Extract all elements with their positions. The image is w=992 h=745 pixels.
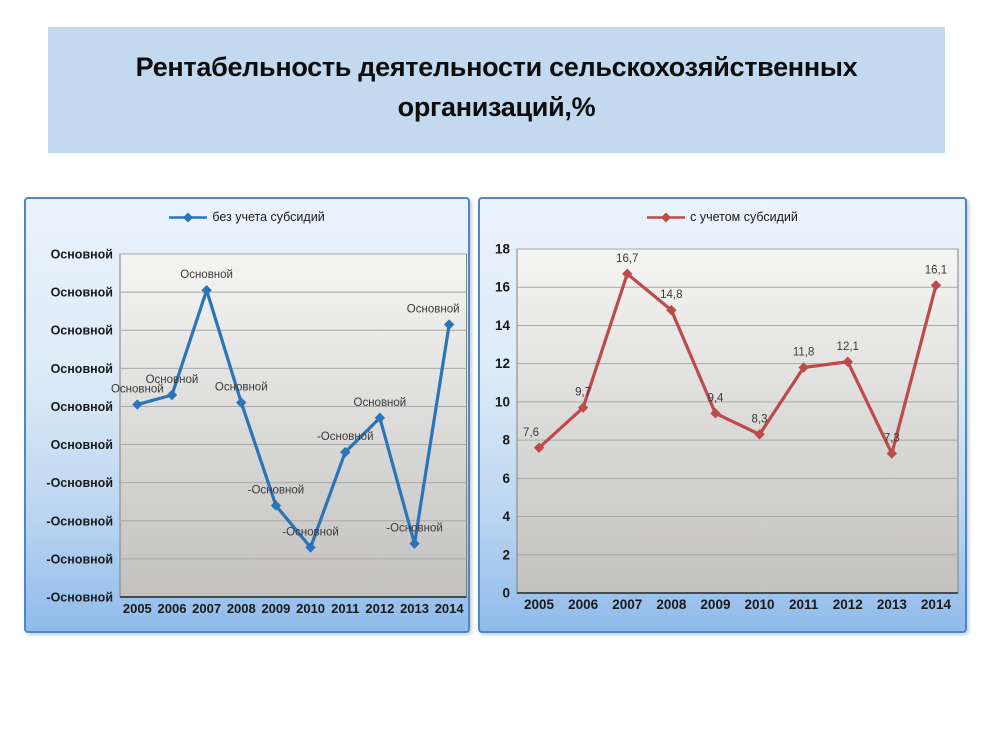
legend: без учета субсидий — [26, 210, 468, 224]
x-axis-label: 2010 — [296, 601, 325, 616]
y-axis-label: Основной — [51, 400, 113, 414]
legend-label: без учета субсидий — [212, 210, 325, 224]
chart-panel-with-subsidies[interactable]: с учетом субсидий 18 16 14 12 10 8 6 4 2 0 2005 200… — [478, 197, 967, 633]
y-axis-label: Основной — [51, 248, 113, 262]
data-label: Основной — [146, 374, 199, 386]
data-label: -Основной — [282, 526, 339, 538]
data-label: -Основной — [317, 431, 374, 443]
x-axis-label: 2008 — [656, 597, 687, 612]
x-axis-label: 2005 — [524, 597, 555, 612]
data-label: Основной — [215, 382, 268, 394]
legend-line-diamond-icon — [169, 212, 208, 223]
line-chart-without-subsidies: ОсновнойОсновнойОсновнойОсновнойОсновной… — [46, 248, 467, 616]
data-point-marker — [270, 500, 282, 511]
y-axis-label: 8 — [502, 433, 510, 448]
data-label: 14,8 — [660, 289, 682, 301]
plot-area — [119, 253, 467, 598]
y-axis-label: 4 — [502, 509, 510, 524]
y-axis-label: -Основной — [46, 552, 113, 566]
x-axis-label: 2013 — [400, 601, 429, 616]
x-axis-label: 2007 — [612, 597, 642, 612]
data-point-marker — [798, 362, 809, 373]
data-point-marker — [622, 268, 633, 280]
data-label: Основной — [111, 384, 164, 396]
x-axis-label: 2012 — [833, 597, 863, 612]
x-axis-label: 2010 — [745, 597, 775, 612]
y-axis-label: 18 — [495, 242, 511, 257]
legend: с учетом субсидий — [480, 210, 965, 224]
x-axis-label: 2008 — [227, 601, 256, 616]
data-label: 16,1 — [925, 264, 947, 276]
data-label: Основной — [407, 304, 460, 316]
data-label: 9,7 — [575, 387, 591, 399]
data-label: 12,1 — [837, 341, 859, 353]
data-label: Основной — [180, 269, 233, 281]
x-axis-label: 2006 — [568, 597, 599, 612]
data-point-marker — [340, 446, 351, 458]
y-axis-label: -Основной — [46, 476, 113, 490]
data-point-marker — [886, 448, 898, 459]
data-label: 16,7 — [616, 253, 638, 265]
data-point-marker — [201, 285, 212, 296]
x-axis-label: 2014 — [921, 597, 952, 612]
data-point-marker — [533, 442, 545, 453]
data-label: 9,4 — [707, 392, 724, 404]
y-axis-label: 0 — [502, 586, 510, 601]
data-point-marker — [305, 542, 316, 553]
data-label: Основной — [354, 397, 407, 409]
data-label: -Основной — [248, 485, 305, 497]
series-line — [537, 272, 938, 456]
x-axis-label: 2013 — [877, 597, 908, 612]
slide-title-box[interactable]: Рентабельность деятельности сельскохозяй… — [48, 27, 945, 153]
y-axis-label: -Основной — [46, 591, 113, 605]
y-axis-label: 14 — [495, 318, 511, 333]
y-axis-label: Основной — [51, 286, 113, 300]
x-axis-label: 2005 — [123, 601, 152, 616]
legend-line-diamond-icon — [647, 212, 686, 223]
slide-title: Рентабельность деятельности сельскохозяй… — [135, 52, 858, 122]
data-label: 7,3 — [884, 432, 900, 444]
data-label: 8,3 — [752, 413, 768, 425]
line-chart-with-subsidies: 18 16 14 12 10 8 6 4 2 0 2005 2006 2007 2008 2009 2010 2… — [495, 242, 959, 612]
data-label: -Основной — [386, 523, 443, 535]
y-axis-label: 16 — [495, 280, 511, 295]
y-axis-label: 10 — [495, 394, 510, 409]
y-axis-label: Основной — [51, 362, 113, 376]
x-axis-label: 2007 — [192, 601, 221, 616]
data-point-marker — [443, 319, 455, 330]
data-label: 7,6 — [523, 427, 539, 439]
data-point-marker — [132, 399, 143, 410]
series-line — [135, 288, 451, 550]
x-axis-label: 2009 — [700, 597, 730, 612]
x-axis-label: 2011 — [331, 601, 359, 616]
y-axis-label: 12 — [495, 356, 510, 371]
data-point-marker — [166, 389, 178, 401]
y-axis-label: Основной — [51, 324, 113, 338]
x-axis-label: 2014 — [435, 601, 465, 616]
y-axis-label: 6 — [502, 471, 510, 486]
chart-panel-without-subsidies[interactable]: без учета субсидий Основной Основной Основ… — [24, 197, 470, 633]
x-axis-label: 2012 — [365, 601, 394, 616]
x-axis-label: 2006 — [158, 601, 187, 616]
y-axis-label: 2 — [502, 547, 510, 562]
y-axis-label: -Основной — [46, 514, 113, 528]
data-point-marker — [842, 356, 853, 367]
y-axis-label: Основной — [51, 438, 113, 452]
plot-area — [516, 248, 959, 594]
legend-label: с учетом субсидий — [690, 210, 798, 224]
x-axis-label: 2009 — [261, 601, 290, 616]
x-axis-label: 2011 — [789, 597, 819, 612]
data-label: 11,8 — [793, 346, 815, 358]
